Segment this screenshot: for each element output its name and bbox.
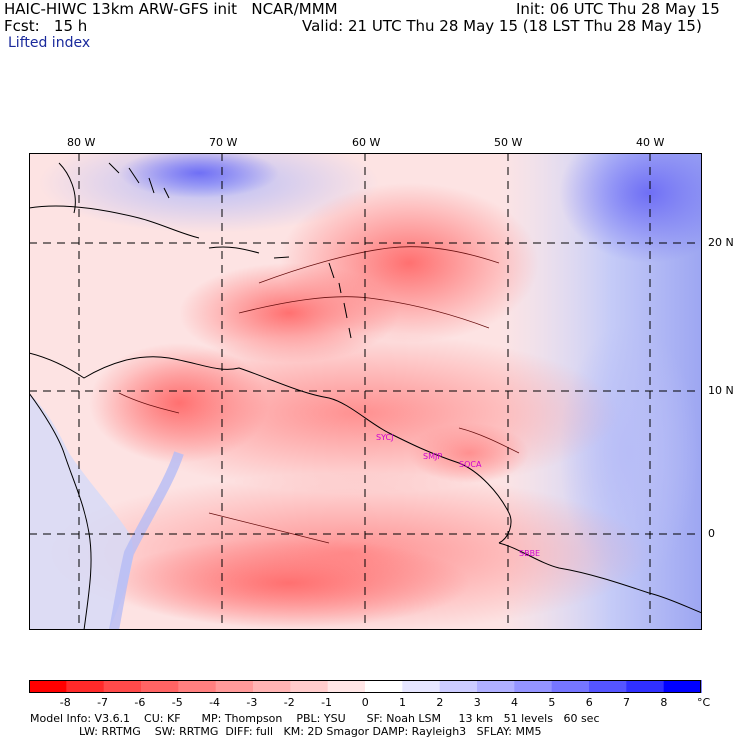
lat-label-equator: 0 (708, 527, 715, 540)
colorbar-swatch (290, 680, 329, 693)
colorbar-tick-label: -2 (283, 696, 295, 709)
lesser-antilles (328, 262, 352, 339)
contour-5 (458, 427, 520, 454)
contour-1 (238, 296, 490, 329)
colorbar-tick-label: 3 (473, 696, 481, 709)
colorbar-swatch (215, 680, 254, 693)
colorbar-tick-label: -8 (59, 696, 71, 709)
coastlines (29, 162, 702, 630)
colorbar-swatch (551, 680, 590, 693)
colorbar-swatch (402, 680, 441, 693)
colorbar-swatch (514, 680, 553, 693)
colorbar-tick-label: -7 (97, 696, 109, 709)
puerto-rico-coast (273, 256, 290, 259)
colorbar-swatch (253, 680, 291, 693)
colorbar-swatch (103, 680, 142, 693)
andes-stable-streak (109, 451, 184, 630)
brazil-coast (498, 542, 702, 614)
model-title: HAIC-HIWC 13km ARW-GFS init NCAR/MMM (4, 0, 338, 18)
colorbar-tick-label: -1 (321, 696, 333, 709)
lon-label-50w: 50 W (494, 136, 523, 149)
contour-3 (118, 392, 180, 414)
northwest-stable-core (119, 153, 279, 198)
colorbar-tick-label: 8 (660, 696, 668, 709)
init-time: Init: 06 UTC Thu 28 May 15 (516, 0, 720, 18)
field-name: Lifted index (8, 35, 91, 51)
station-sbbe: SBBE (519, 549, 540, 558)
colorbar-tick-label: -3 (246, 696, 258, 709)
model-info-line2: LW: RRTMG SW: RRTMG DIFF: full KM: 2D Sm… (30, 725, 542, 738)
model-info-line1: Model Info: V3.6.1 CU: KF MP: Thompson P… (30, 712, 600, 725)
station-sycj: SYCJ (376, 433, 393, 442)
colorbar-frame (29, 680, 701, 693)
florida-coast (58, 162, 76, 214)
station-smjp: SMJP (423, 452, 442, 461)
lon-label-40w: 40 W (636, 136, 665, 149)
caribbean-unstable-core (179, 263, 399, 363)
bahamas (108, 162, 170, 199)
contour-lines (118, 246, 520, 544)
lon-label-60w: 60 W (352, 136, 381, 149)
colorbar-swatch (663, 680, 702, 693)
south-america-north-coast (29, 352, 512, 544)
colorbar (29, 680, 702, 693)
colorbar-swatch (365, 680, 403, 693)
pacific-coast (29, 392, 92, 630)
colorbar-swatch (327, 680, 366, 693)
colorbar-tick-label: 2 (436, 696, 444, 709)
colorbar-tick-label: 4 (511, 696, 519, 709)
colorbar-swatch (626, 680, 665, 693)
colorbar-swatch (439, 680, 478, 693)
lon-label-80w: 80 W (67, 136, 96, 149)
colorbar-swatch (66, 680, 105, 693)
lat-label-20n: 20 N (708, 236, 734, 249)
graticule (29, 153, 702, 630)
colorbar-tick-label: -5 (171, 696, 183, 709)
lon-label-70w: 70 W (209, 136, 238, 149)
guiana-unstable (409, 423, 529, 483)
northeast-stable-core (559, 153, 702, 263)
venezuela-unstable (89, 343, 269, 463)
colorbar-swatch (29, 680, 67, 693)
valid-time: Valid: 21 UTC Thu 28 May 15 (18 LST Thu … (302, 17, 702, 35)
forecast-hour: Fcst: 15 h (4, 17, 88, 35)
colorbar-tick-label: 5 (548, 696, 556, 709)
colorbar-swatch (178, 680, 217, 693)
lat-label-10n: 10 N (708, 384, 734, 397)
colorbar-tick-label: 1 (399, 696, 407, 709)
colorbar-unit: °C (697, 696, 711, 709)
colorbar-tick-label: 0 (361, 696, 369, 709)
contour-2 (258, 246, 500, 284)
hispaniola-coast (208, 246, 260, 254)
colorbar-tick-label: -4 (209, 696, 221, 709)
colorbar-tick-label: 7 (623, 696, 631, 709)
colorbar-tick-label: -6 (134, 696, 146, 709)
colorbar-swatch (477, 680, 515, 693)
map-frame (29, 153, 702, 630)
amazon-unstable-core (109, 538, 469, 628)
station-soca: SOCA (459, 460, 482, 469)
colorbar-swatch (141, 680, 179, 693)
islands (108, 162, 352, 339)
contour-4 (208, 512, 330, 544)
colorbar-swatch (589, 680, 627, 693)
cuba-coast (29, 205, 200, 239)
lifted-index-map: SYCJ SMJP SOCA SBBE (29, 153, 702, 630)
pacific-stable-region (29, 393, 133, 630)
colorbar-tick-label: 6 (585, 696, 593, 709)
